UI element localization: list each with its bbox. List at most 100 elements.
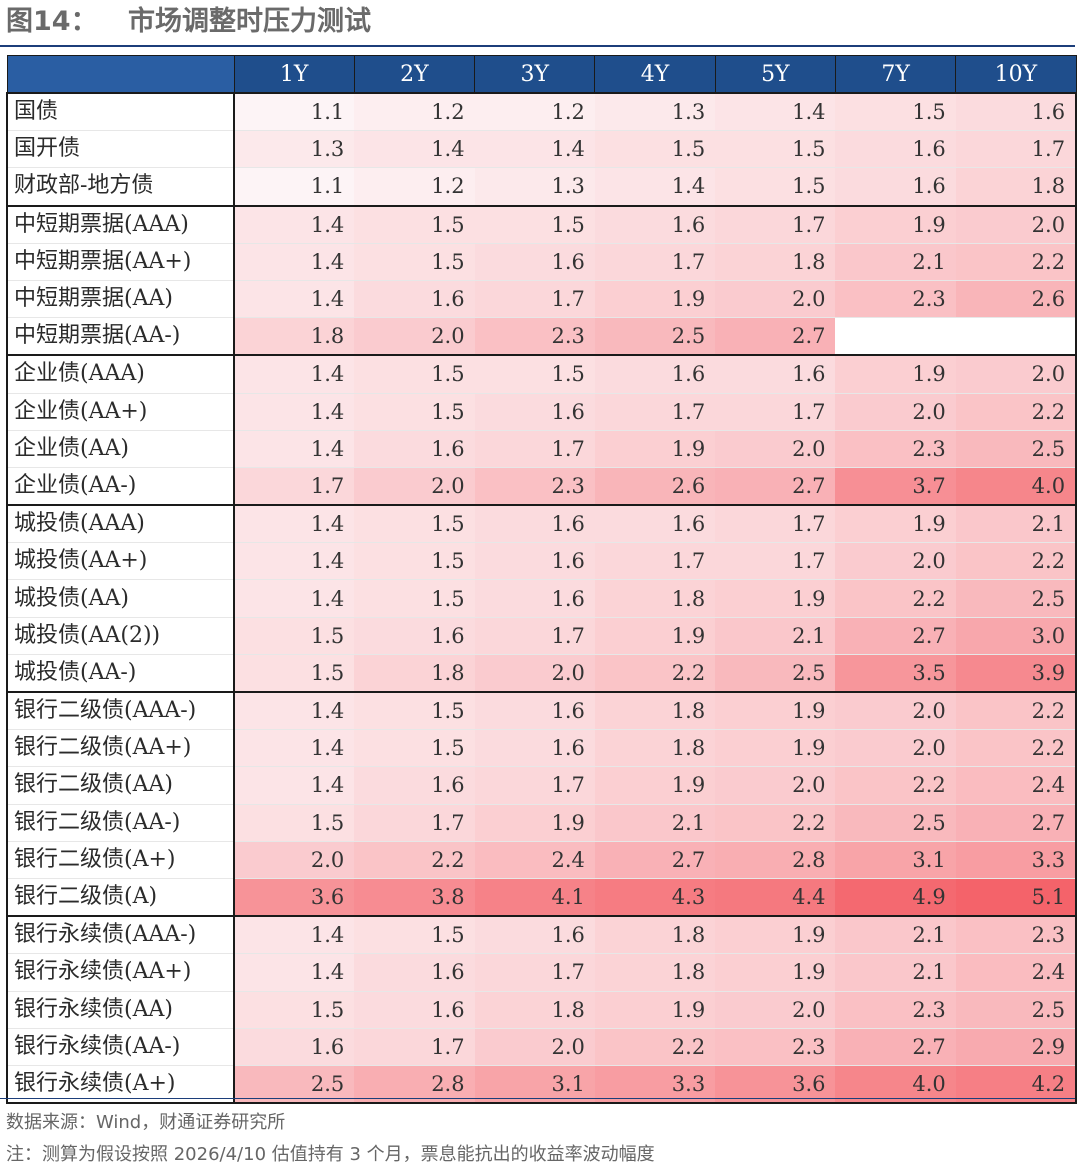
value-cell: 2.2	[715, 804, 836, 842]
value-cell: 2.2	[354, 841, 475, 879]
value-cell: 2.6	[955, 280, 1078, 319]
value-cell: 2.0	[955, 204, 1078, 244]
value-cell: 1.7	[474, 766, 595, 805]
value-cell: 1.7	[715, 393, 836, 431]
value-cell: 1.7	[474, 617, 595, 655]
value-cell: 1.6	[354, 766, 475, 805]
row-label: 财政部-地方债	[6, 167, 235, 207]
value-cell: 1.8	[594, 729, 716, 768]
table-row: 银行永续债(AA-) 1.6 1.7 2.0 2.2 2.3 2.7 2.9	[6, 1028, 1078, 1066]
value-cell: 1.8	[474, 991, 595, 1029]
table-row: 银行二级债(AA+) 1.4 1.5 1.6 1.8 1.9 2.0 2.2	[6, 729, 1078, 768]
value-cell: 2.2	[594, 654, 716, 693]
value-cell: 1.5	[715, 167, 836, 207]
value-cell: 1.4	[234, 393, 355, 431]
value-cell: 1.5	[354, 243, 475, 281]
value-cell: 2.0	[234, 841, 355, 879]
value-cell: 3.9	[955, 654, 1078, 693]
value-cell: 2.5	[955, 579, 1078, 618]
value-cell: 1.6	[835, 130, 956, 169]
value-cell: 2.2	[955, 542, 1078, 581]
value-cell: 2.3	[835, 430, 956, 468]
table-row: 城投债(AA+) 1.4 1.5 1.6 1.7 1.7 2.0 2.2	[6, 542, 1078, 581]
value-cell: 1.3	[594, 92, 716, 132]
value-cell: 2.3	[715, 1028, 836, 1066]
header-corner-cell	[6, 55, 235, 94]
value-cell: 1.6	[474, 691, 595, 731]
value-cell: 1.9	[835, 504, 956, 544]
value-cell: 1.7	[594, 393, 716, 431]
value-cell: 1.9	[715, 691, 836, 731]
value-cell: 2.6	[594, 467, 716, 507]
value-cell: 1.6	[474, 504, 595, 544]
value-cell: 1.4	[234, 430, 355, 468]
value-cell: 1.6	[594, 204, 716, 244]
value-cell: 1.5	[594, 130, 716, 169]
value-cell: 2.5	[594, 317, 716, 357]
value-cell: 1.6	[474, 729, 595, 768]
row-label: 国开债	[6, 130, 235, 169]
value-cell: 2.3	[474, 317, 595, 357]
table-row: 银行永续债(AA+) 1.4 1.6 1.7 1.8 1.9 2.1 2.4	[6, 953, 1078, 992]
value-cell: 3.6	[234, 878, 355, 918]
value-cell: 1.6	[715, 354, 836, 394]
value-cell: 1.6	[354, 617, 475, 655]
value-cell: 2.5	[955, 430, 1078, 468]
value-cell: 1.6	[474, 243, 595, 281]
column-header: 10Y	[955, 55, 1077, 94]
value-cell: 1.7	[474, 430, 595, 468]
value-cell: 4.4	[715, 878, 836, 918]
value-cell: 2.0	[715, 280, 836, 319]
table-row: 中短期票据(AA) 1.4 1.6 1.7 1.9 2.0 2.3 2.6	[6, 280, 1078, 319]
value-cell: 2.1	[835, 243, 956, 281]
value-cell: 1.6	[474, 579, 595, 618]
value-cell: 2.0	[835, 729, 956, 768]
column-header: 7Y	[834, 55, 957, 94]
value-cell: 2.2	[955, 691, 1078, 731]
row-label: 企业债(AA)	[6, 430, 235, 468]
value-cell: 1.5	[474, 354, 595, 394]
value-cell: 2.0	[474, 654, 595, 693]
value-cell: 1.5	[354, 915, 475, 955]
value-cell: 2.1	[835, 953, 956, 992]
table-row: 城投债(AAA) 1.4 1.5 1.6 1.6 1.7 1.9 2.1	[6, 504, 1078, 544]
value-cell	[835, 317, 956, 357]
value-cell: 1.9	[594, 991, 716, 1029]
value-cell: 2.7	[715, 467, 836, 507]
value-cell: 3.7	[835, 467, 956, 507]
table-row: 企业债(AAA) 1.4 1.5 1.5 1.6 1.6 1.9 2.0	[6, 354, 1078, 394]
value-cell: 2.3	[835, 280, 956, 319]
row-label: 城投债(AA-)	[6, 654, 235, 693]
value-cell: 4.0	[955, 467, 1078, 507]
value-cell: 2.0	[835, 691, 956, 731]
row-label: 银行二级债(AAA-)	[6, 691, 235, 731]
value-cell: 1.7	[715, 204, 836, 244]
table-row: 城投债(AA(2)) 1.5 1.6 1.7 1.9 2.1 2.7 3.0	[6, 617, 1078, 655]
value-cell: 3.3	[955, 841, 1078, 879]
table-row: 城投债(AA-) 1.5 1.8 2.0 2.2 2.5 3.5 3.9	[6, 654, 1078, 693]
value-cell: 1.8	[594, 579, 716, 618]
value-cell: 1.8	[594, 915, 716, 955]
value-cell: 1.9	[835, 204, 956, 244]
value-cell: 2.5	[955, 991, 1078, 1029]
value-cell: 1.9	[715, 953, 836, 992]
source-note: 数据来源：Wind，财通证券研究所	[6, 1112, 286, 1133]
header-row: 1Y 2Y 3Y 4Y 5Y 7Y 10Y	[6, 55, 1077, 94]
column-header: 4Y	[594, 55, 716, 94]
value-cell: 1.6	[354, 430, 475, 468]
value-cell: 2.7	[835, 1028, 956, 1066]
value-cell: 2.8	[354, 1065, 475, 1105]
value-cell: 2.2	[955, 729, 1078, 768]
value-cell: 1.4	[234, 542, 355, 581]
value-cell: 1.4	[234, 953, 355, 992]
row-label: 国债	[6, 92, 235, 132]
value-cell: 1.5	[234, 991, 355, 1029]
value-cell: 2.7	[835, 617, 956, 655]
value-cell: 1.5	[835, 92, 956, 132]
value-cell: 1.7	[594, 243, 716, 281]
value-cell: 1.6	[354, 953, 475, 992]
value-cell: 5.1	[955, 878, 1078, 918]
value-cell: 2.5	[835, 804, 956, 842]
value-cell: 1.6	[594, 354, 716, 394]
value-cell: 1.6	[474, 393, 595, 431]
